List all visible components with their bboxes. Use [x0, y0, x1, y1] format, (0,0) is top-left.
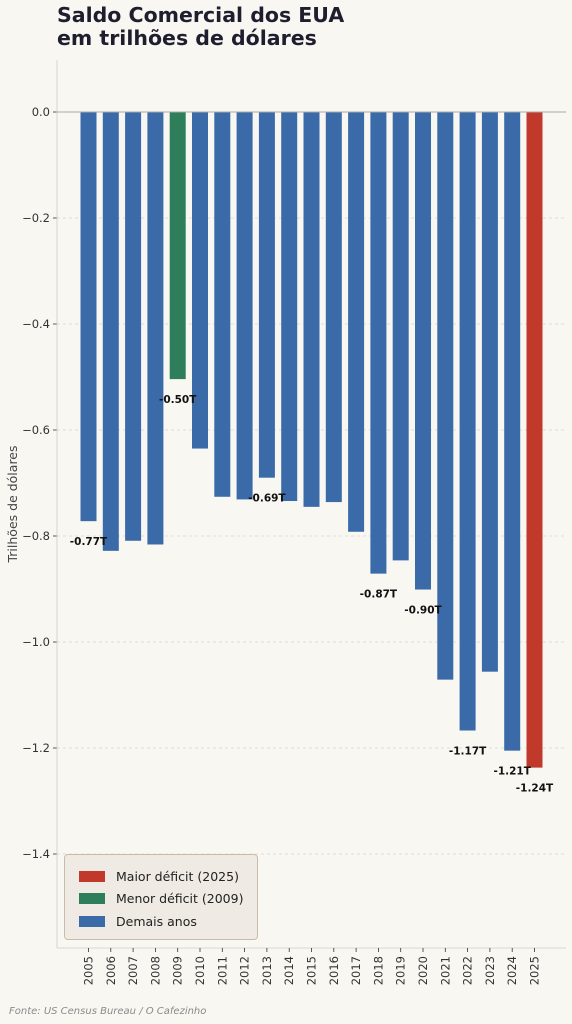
bar-2019	[392, 112, 409, 561]
bar-2012	[236, 112, 253, 500]
legend-item-min: Menor déficit (2009)	[65, 888, 257, 911]
bar-2005	[80, 112, 97, 522]
chart-title-line-2: em trilhões de dólares	[57, 26, 317, 50]
y-tick-label: −0.6	[22, 423, 50, 437]
chart-title: Saldo Comercial dos EUA em trilhões de d…	[57, 4, 344, 50]
bar-2007	[125, 112, 142, 541]
bar-2022	[459, 112, 476, 731]
x-tick-label-2024: 2024	[505, 956, 519, 985]
bar-2020	[415, 112, 431, 590]
x-tick-label-2005: 2005	[82, 956, 96, 985]
data-label-2020: -0.90T	[404, 605, 442, 617]
x-tick-label-2014: 2014	[282, 956, 296, 985]
x-tick-label-2021: 2021	[438, 956, 452, 985]
source-note: Fonte: US Census Bureau / O Cafezinho	[9, 1006, 207, 1017]
x-tick-label-2007: 2007	[126, 956, 140, 985]
bar-2016	[325, 112, 342, 503]
y-tick-label: −1.0	[22, 635, 50, 649]
legend-swatch-other	[79, 915, 105, 927]
bar-2008	[147, 112, 164, 545]
bar-2021	[437, 112, 454, 680]
bar-2015	[303, 112, 320, 507]
x-tick-label-2017: 2017	[349, 956, 363, 985]
y-tick-label: −1.2	[22, 741, 50, 755]
data-label-2024: -1.21T	[493, 766, 531, 778]
x-tick-label-2022: 2022	[461, 956, 475, 985]
x-tick-label-2012: 2012	[238, 956, 252, 985]
legend-label-other: Demais anos	[116, 913, 197, 929]
x-tick-label-2009: 2009	[171, 956, 185, 985]
y-axis-title: Trilhões de dólares	[5, 445, 20, 563]
x-tick-label-2025: 2025	[528, 956, 542, 985]
data-label-2022: -1.17T	[449, 746, 487, 758]
data-label-2009: -0.50T	[159, 394, 197, 406]
x-tick-label-2019: 2019	[394, 956, 408, 985]
y-tick-label: 0.0	[32, 105, 50, 119]
data-label-2013: -0.69T	[248, 493, 286, 505]
bar-2025	[526, 112, 543, 768]
x-tick-label-2013: 2013	[260, 956, 274, 985]
bar-2006	[102, 112, 119, 551]
bar-2009	[169, 112, 186, 380]
x-tick-label-2010: 2010	[193, 956, 207, 985]
legend-swatch-max	[79, 870, 105, 882]
bar-2024	[504, 112, 521, 751]
bar-2018	[370, 112, 387, 574]
bar-2014	[281, 112, 298, 502]
x-tick-label-2015: 2015	[305, 956, 319, 985]
y-tick-label: −0.8	[22, 529, 50, 543]
y-tick-label: −0.4	[22, 317, 50, 331]
legend-label-max: Maior déficit (2025)	[116, 868, 239, 884]
x-tick-label-2016: 2016	[327, 956, 341, 985]
x-tick-label-2023: 2023	[483, 956, 497, 985]
bar-2013	[258, 112, 275, 478]
y-tick-label: −0.2	[22, 211, 50, 225]
legend-item-other: Demais anos	[65, 910, 257, 933]
x-tick-label-2006: 2006	[104, 956, 118, 985]
data-label-2005: -0.77T	[70, 536, 108, 548]
y-tick-label: −1.4	[22, 847, 50, 861]
chart-title-line-1: Saldo Comercial dos EUA	[57, 3, 345, 27]
x-tick-label-2008: 2008	[148, 956, 162, 985]
bar-2017	[348, 112, 365, 532]
legend-swatch-min	[79, 893, 105, 905]
x-tick-label-2018: 2018	[371, 956, 385, 985]
bar-2010	[192, 112, 208, 449]
x-tick-label-2020: 2020	[416, 956, 430, 985]
legend-label-min: Menor déficit (2009)	[116, 891, 244, 907]
bar-2011	[214, 112, 231, 497]
legend-item-max: Maior déficit (2025)	[65, 865, 257, 888]
legend: Maior déficit (2025) Menor déficit (2009…	[64, 854, 258, 940]
data-label-2018: -0.87T	[360, 589, 398, 601]
data-label-2025: -1.24T	[516, 783, 554, 795]
bar-2023	[481, 112, 498, 672]
x-tick-label-2011: 2011	[215, 956, 229, 985]
